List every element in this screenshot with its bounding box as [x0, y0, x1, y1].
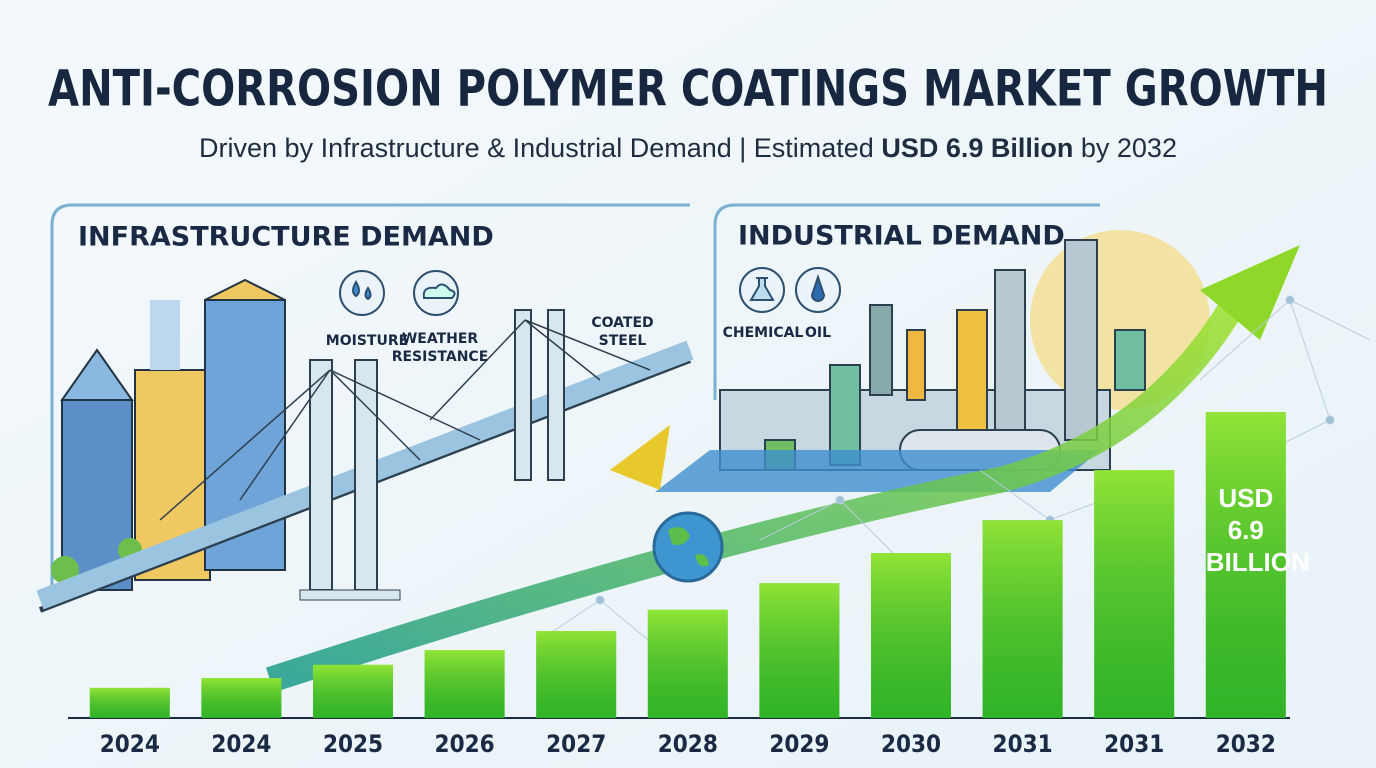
network [539, 295, 1371, 651]
arrow-head [610, 425, 670, 490]
x-tick-label: 2029 [769, 730, 829, 758]
bar-sheen [1094, 470, 1175, 718]
x-tick-label: 2025 [323, 730, 383, 758]
icon-label-box: COATED STEEL [591, 315, 654, 349]
icons [739, 267, 841, 313]
bar-sheen [313, 664, 393, 718]
value-label: USD 6.9 BILLION [1205, 483, 1310, 577]
icon-label: WEATHER RESISTANCE [391, 331, 489, 365]
growth-arrow [265, 303, 1242, 693]
panel-frame [713, 203, 1100, 400]
globe [652, 511, 724, 583]
title: ANTI-CORROSION POLYMER COATINGS MARKET G… [48, 60, 1328, 118]
subtitle-part: Driven by Infrastructure & Industrial De… [199, 133, 881, 163]
bar-sheen [89, 687, 170, 718]
x-tick-label: 2028 [658, 730, 718, 758]
panel-title: INDUSTRIAL DEMAND [738, 221, 1065, 252]
bar-sheen [982, 520, 1063, 718]
x-tick-label: 2031 [993, 730, 1053, 758]
bar-sheen [201, 678, 282, 718]
icons [339, 270, 459, 316]
icon-label: OIL [805, 325, 831, 341]
x-tick-label: 2024 [100, 730, 160, 758]
x-tick-label: 2027 [546, 730, 606, 758]
bar-sheen [424, 650, 505, 718]
icon-label: COATED STEEL [591, 315, 654, 349]
bar-sheen [759, 583, 840, 718]
arrow-head [1200, 245, 1300, 340]
subtitle: Driven by Infrastructure & Industrial De… [199, 133, 1177, 163]
x-tick-label: 2024 [211, 730, 271, 758]
panel-frame [50, 203, 690, 600]
bar-sheen [871, 553, 951, 718]
bar-sheen [647, 609, 728, 718]
x-tick-label: 2032 [1216, 730, 1276, 758]
x-tick-label: 2030 [881, 730, 941, 758]
subtitle-part: by 2032 [1073, 133, 1177, 163]
icon-label: MOISTURE [326, 333, 408, 349]
subtitle-highlight: USD 6.9 Billion [881, 133, 1073, 163]
icon-label-box: WEATHER RESISTANCE [391, 331, 489, 365]
panel-title: INFRASTRUCTURE DEMAND [78, 222, 494, 253]
globe-land [668, 527, 709, 567]
bridge [36, 309, 694, 613]
icon-label: CHEMICAL [723, 325, 804, 341]
bar-sheen [536, 631, 617, 718]
bar-sheen [1205, 412, 1286, 718]
x-tick-label: 2026 [435, 730, 495, 758]
x-tick-label: 2031 [1104, 730, 1164, 758]
